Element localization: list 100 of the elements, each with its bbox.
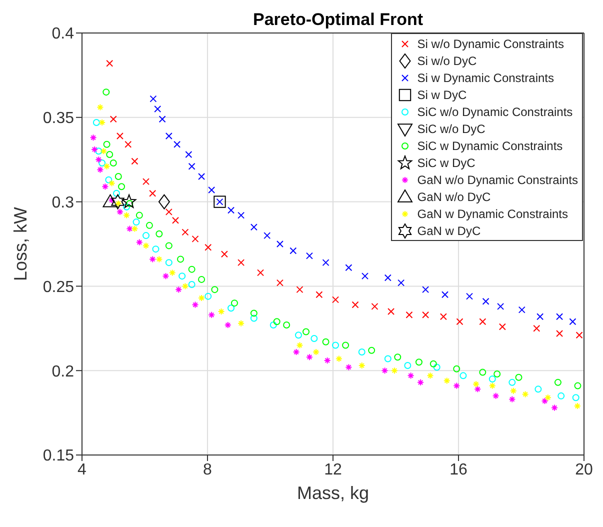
point	[394, 354, 402, 361]
point	[569, 318, 576, 326]
point	[146, 222, 153, 229]
point	[257, 269, 264, 276]
point	[142, 178, 150, 186]
x-tick-label: 4	[78, 461, 87, 478]
point	[498, 323, 506, 330]
point	[497, 302, 504, 310]
point	[96, 166, 104, 174]
point	[322, 338, 330, 346]
point	[472, 380, 480, 388]
legend-label: Si w Dynamic Constraints	[417, 70, 554, 84]
point	[208, 186, 216, 194]
x-tick-label: 16	[450, 461, 468, 478]
point	[371, 302, 378, 310]
point	[453, 365, 460, 372]
x-tick-label: 12	[324, 461, 342, 478]
point	[358, 348, 366, 356]
point	[342, 342, 350, 349]
point	[123, 203, 130, 210]
point	[102, 183, 109, 190]
legend-label: SiC w DyC	[417, 156, 476, 170]
point	[158, 116, 166, 123]
point	[508, 396, 516, 403]
point	[198, 294, 206, 302]
point	[106, 151, 114, 158]
point	[100, 148, 108, 155]
point	[149, 190, 156, 197]
point	[142, 232, 150, 240]
legend-label: Si w/o Dynamic Constraints	[417, 36, 564, 50]
point	[116, 208, 124, 216]
point	[474, 386, 482, 393]
point	[482, 298, 490, 305]
point	[126, 225, 134, 232]
point	[296, 286, 304, 294]
point	[492, 392, 500, 400]
point	[518, 306, 526, 314]
point	[250, 224, 258, 231]
y-axis-title: Loss, kW	[10, 206, 30, 282]
point	[345, 264, 352, 272]
point	[208, 311, 216, 318]
point	[156, 256, 163, 263]
point	[175, 286, 182, 294]
point	[558, 392, 565, 400]
legend-label: GaN w DyC	[417, 224, 481, 238]
point	[556, 313, 564, 320]
legend-label: Si w/o DyC	[417, 54, 477, 68]
point	[358, 362, 366, 370]
point	[192, 235, 199, 242]
y-tick-label: 0.4	[52, 26, 74, 43]
point	[185, 151, 192, 158]
point	[174, 140, 181, 148]
point	[131, 158, 138, 165]
point	[211, 286, 218, 294]
point	[290, 247, 297, 254]
point	[551, 404, 558, 412]
point	[306, 354, 313, 361]
point	[556, 330, 564, 337]
point	[98, 118, 106, 126]
point	[316, 291, 323, 298]
point	[576, 332, 583, 339]
point	[168, 269, 176, 276]
point	[515, 374, 522, 381]
point	[312, 348, 320, 356]
point	[479, 318, 486, 326]
point	[417, 378, 424, 386]
point	[488, 376, 496, 383]
point	[95, 148, 102, 155]
point	[136, 212, 143, 219]
point	[102, 88, 110, 96]
point	[443, 377, 450, 384]
chart-title: Pareto-Optimal Front	[252, 10, 424, 30]
point	[165, 242, 172, 250]
point	[574, 402, 581, 410]
point	[111, 194, 124, 210]
point	[306, 252, 313, 260]
point	[422, 286, 430, 294]
y-tick-label: 0.3	[52, 194, 74, 212]
point	[572, 394, 580, 402]
point	[95, 156, 102, 164]
point	[228, 304, 235, 312]
point	[294, 332, 302, 339]
point	[352, 301, 359, 308]
point	[494, 370, 501, 378]
point	[118, 183, 126, 190]
point	[198, 172, 206, 180]
point	[273, 318, 280, 326]
point	[103, 140, 110, 148]
point	[98, 159, 106, 166]
legend-label: GaN w/o Dynamic Constraints	[417, 172, 578, 186]
point	[332, 342, 340, 349]
point	[250, 310, 258, 317]
point	[142, 242, 150, 250]
point	[362, 272, 368, 280]
x-tick-label: 8	[203, 461, 212, 478]
point	[335, 355, 342, 362]
point	[105, 176, 112, 184]
y-tick-label: 0.15	[42, 448, 74, 465]
point	[415, 358, 422, 366]
point	[177, 256, 184, 263]
